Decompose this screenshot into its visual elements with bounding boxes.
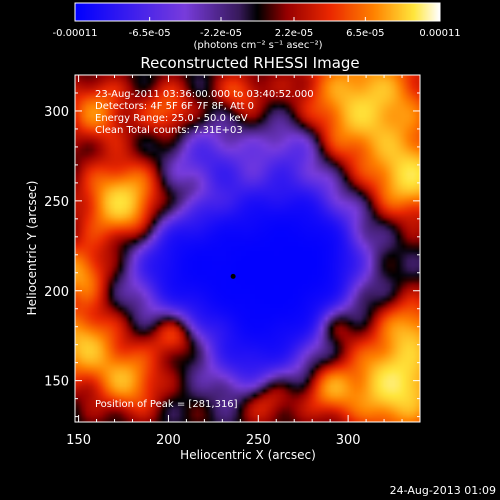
colorbar-tick-label: 2.2e-05: [275, 28, 313, 39]
colorbar: -0.00011 -6.5e-05 -2.2e-05 2.2e-05 6.5e-05 0.…: [53, 2, 461, 51]
y-tick-label: 300: [44, 105, 69, 120]
y-tick-label: 200: [44, 285, 69, 300]
colorbar-gradient: [75, 3, 440, 21]
colorbar-frame: [74, 2, 441, 22]
info-line: Clean Total counts: 7.31E+03: [95, 125, 243, 136]
footer-timestamp: 24-Aug-2013 01:09: [390, 484, 496, 497]
x-tick-label: 150: [66, 433, 91, 448]
colorbar-tick-label: 0.00011: [419, 28, 460, 39]
colorbar-tick-label: -0.00011: [53, 28, 98, 39]
y-tick-label: 250: [44, 195, 69, 210]
x-axis-ticks: 150 200 250 300: [66, 75, 421, 448]
info-line: 23-Aug-2011 03:36:00.000 to 03:40:52.000: [95, 89, 314, 100]
heatmap-image: [75, 75, 420, 422]
y-tick-label: 150: [44, 375, 69, 390]
chart-title: Reconstructed RHESSI Image: [140, 54, 359, 72]
y-axis-label: Heliocentric Y (arcsec): [25, 181, 39, 316]
info-line: Detectors: 4F 5F 6F 7F 8F, Att 0: [95, 101, 254, 112]
colorbar-tick-label: 6.5e-05: [346, 28, 384, 39]
x-axis-label: Heliocentric X (arcsec): [180, 448, 316, 462]
colorbar-ticks: -0.00011 -6.5e-05 -2.2e-05 2.2e-05 6.5e-05 0.…: [53, 17, 461, 39]
y-axis-ticks: 150 200 250 300: [44, 74, 420, 418]
x-tick-label: 250: [246, 433, 271, 448]
plot-frame: [74, 74, 421, 423]
peak-marker: [230, 273, 236, 279]
info-overlay: 23-Aug-2011 03:36:00.000 to 03:40:52.000…: [95, 89, 314, 136]
colorbar-tick-label: -2.2e-05: [200, 28, 242, 39]
x-tick-label: 200: [156, 433, 181, 448]
colorbar-tick-label: -6.5e-05: [129, 28, 171, 39]
info-line: Energy Range: 25.0 - 50.0 keV: [95, 113, 248, 124]
peak-position-text: Position of Peak = [281,316]: [95, 399, 238, 410]
x-tick-label: 300: [336, 433, 361, 448]
colorbar-unit-label: (photons cm⁻² s⁻¹ asec⁻²): [193, 40, 322, 51]
